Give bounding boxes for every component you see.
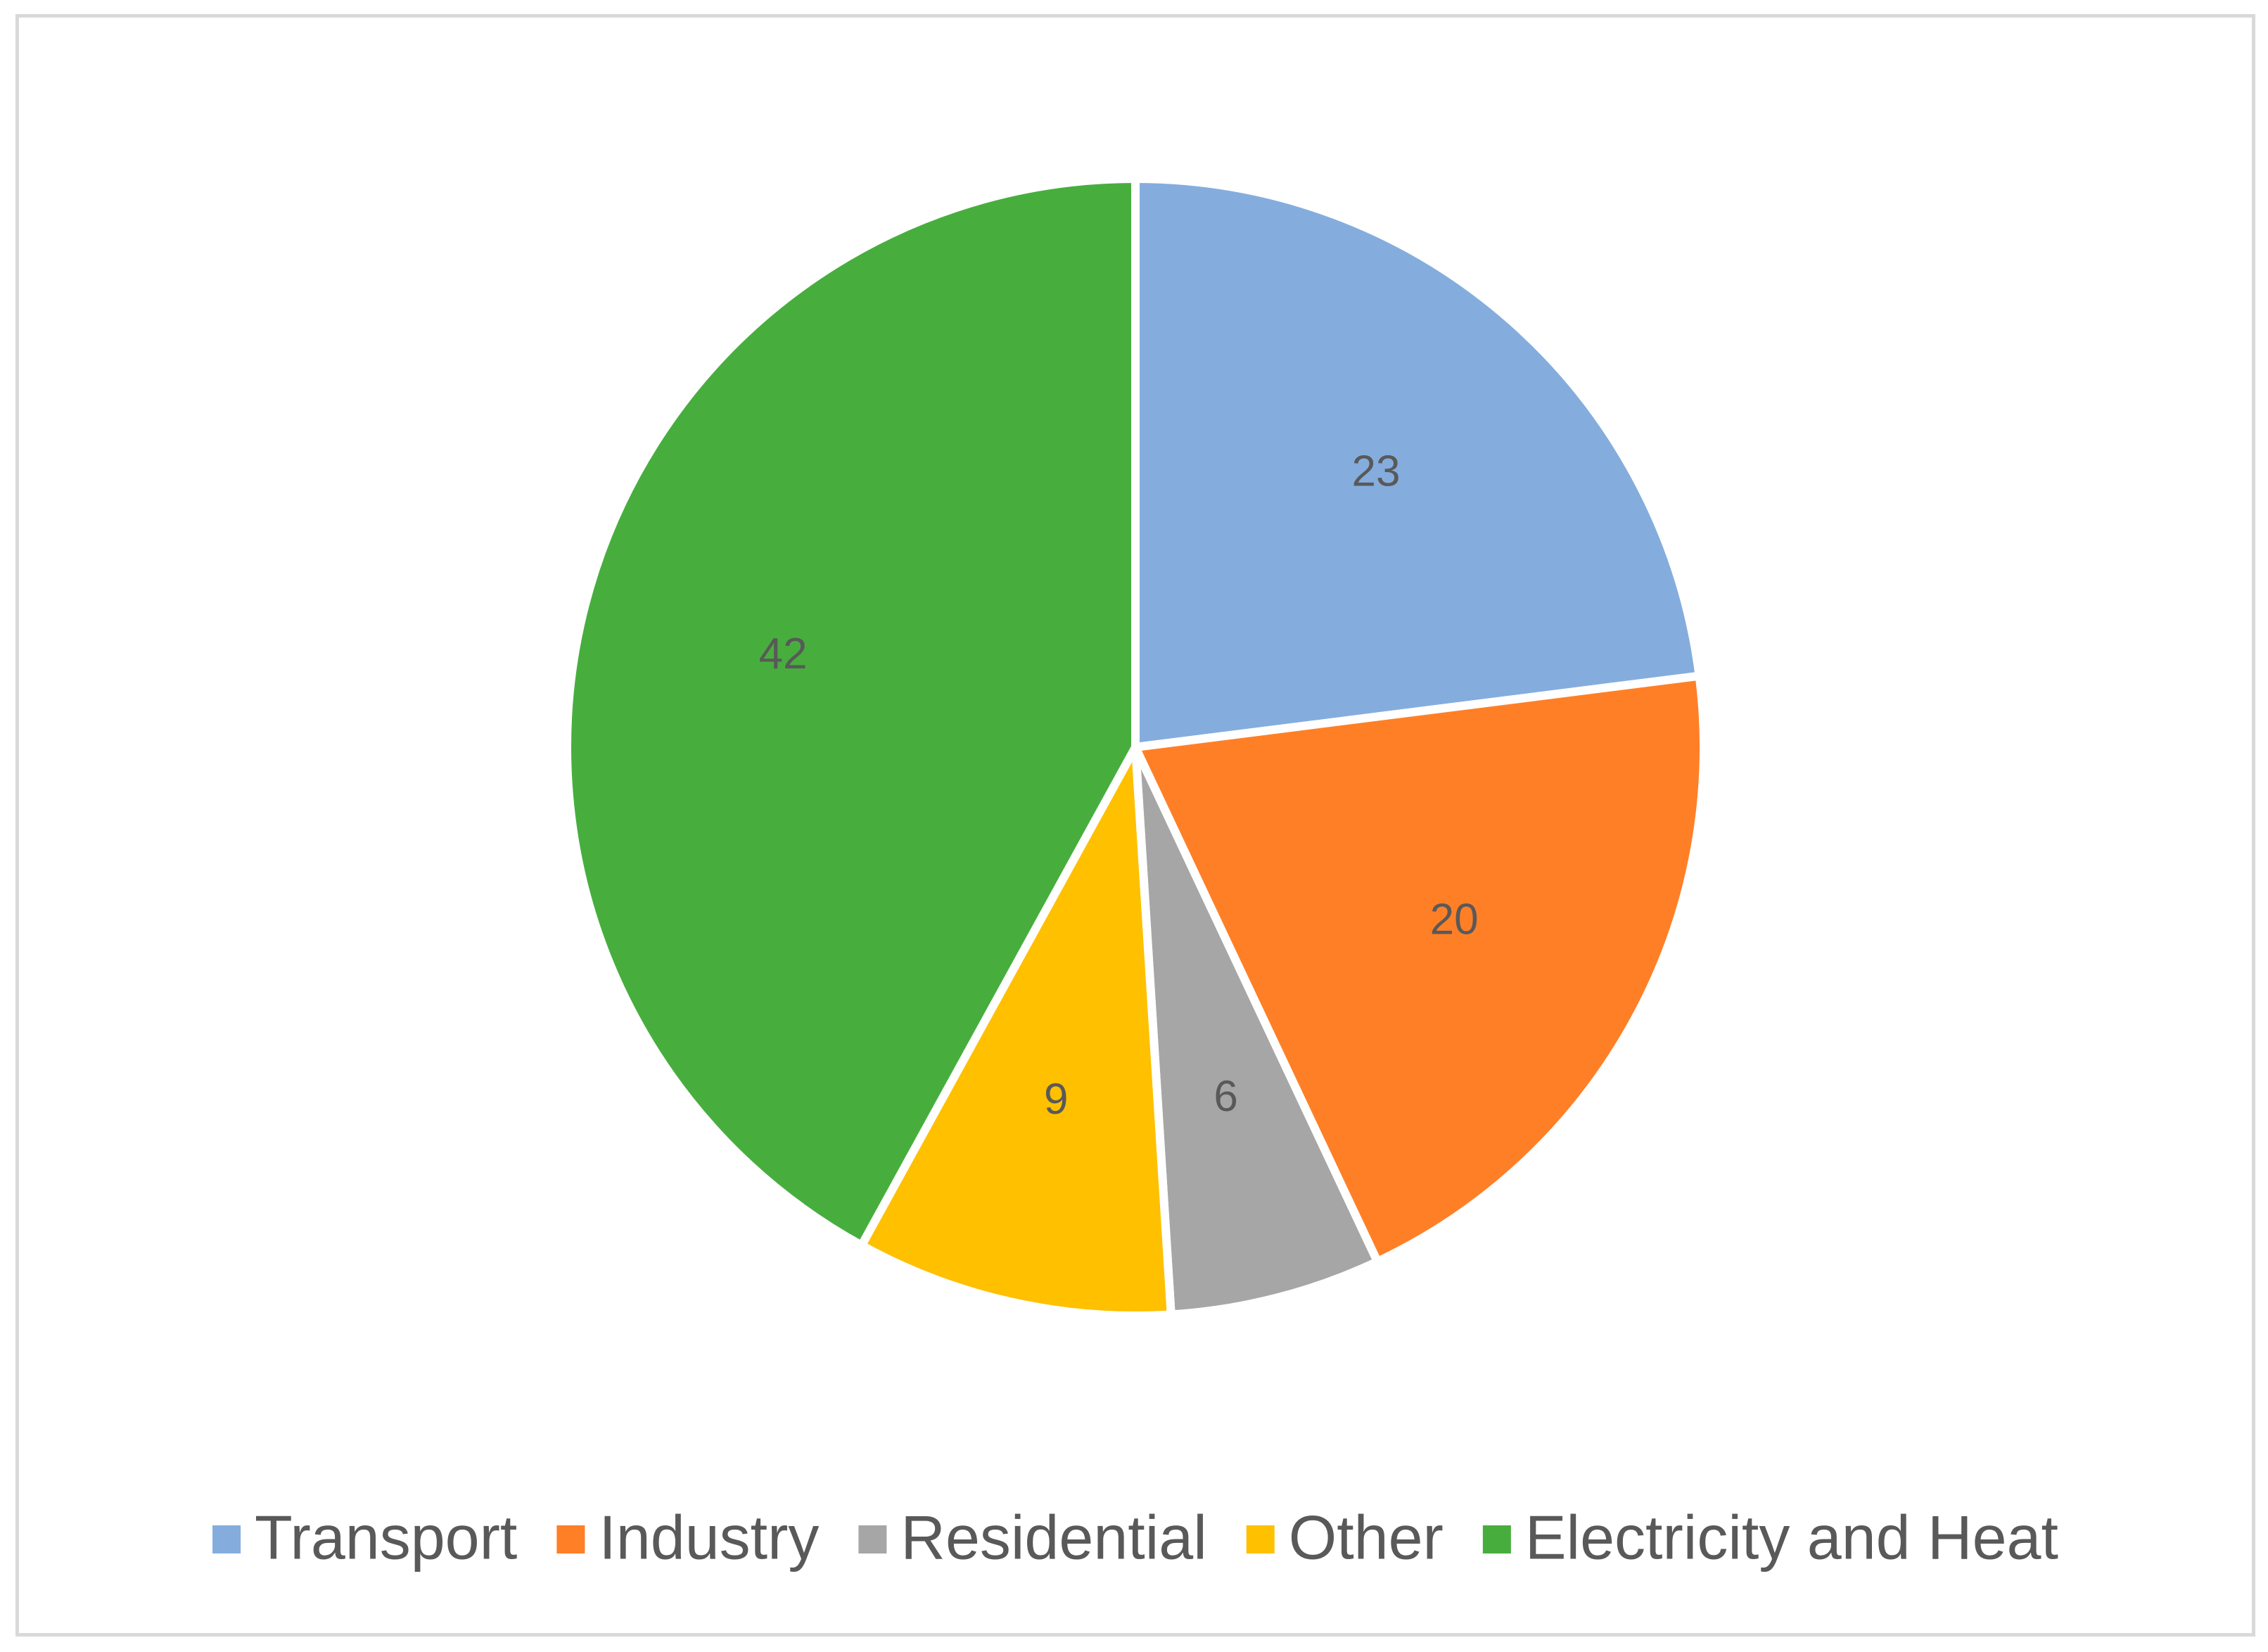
chart-legend: Transport Industry Residential Other Electri… [212, 1502, 2058, 1572]
legend-label-transport: Transport [255, 1502, 517, 1572]
legend-swatch-transport [212, 1525, 241, 1553]
legend-swatch-residential [858, 1525, 887, 1553]
legend-label-industry: Industry [599, 1502, 819, 1572]
pie-slice-industry [1129, 671, 1708, 1268]
legend-swatch-industry [556, 1525, 585, 1553]
legend-label-residential: Residential [900, 1502, 1206, 1572]
data-label-electricity-and-heat: 42 [759, 630, 808, 678]
legend-label-electricity-and-heat: Electricity and Heat [1525, 1502, 2058, 1572]
legend-item-transport: Transport [212, 1502, 517, 1572]
pie-slice-residential [1131, 745, 1384, 1319]
data-label-residential: 6 [1213, 1072, 1237, 1121]
pie-slice-electricity-and-heat [562, 174, 1140, 1252]
legend-label-other: Other [1289, 1502, 1444, 1572]
data-label-industry: 20 [1430, 895, 1479, 943]
legend-item-other: Other [1246, 1502, 1444, 1572]
pie-slices [562, 174, 1708, 1320]
legend-swatch-other [1246, 1525, 1275, 1553]
pie-slice-other [855, 732, 1176, 1320]
legend-item-electricity-and-heat: Electricity and Heat [1482, 1502, 2058, 1572]
legend-item-residential: Residential [858, 1502, 1207, 1572]
legend-swatch-electricity-and-heat [1482, 1525, 1511, 1553]
pie-data-labels: 23 20 6 9 42 [759, 447, 1479, 1124]
legend-item-industry: Industry [556, 1502, 819, 1572]
data-label-other: 9 [1044, 1075, 1068, 1124]
pie-slice-transport [1131, 174, 1705, 752]
data-label-transport: 23 [1351, 447, 1400, 495]
